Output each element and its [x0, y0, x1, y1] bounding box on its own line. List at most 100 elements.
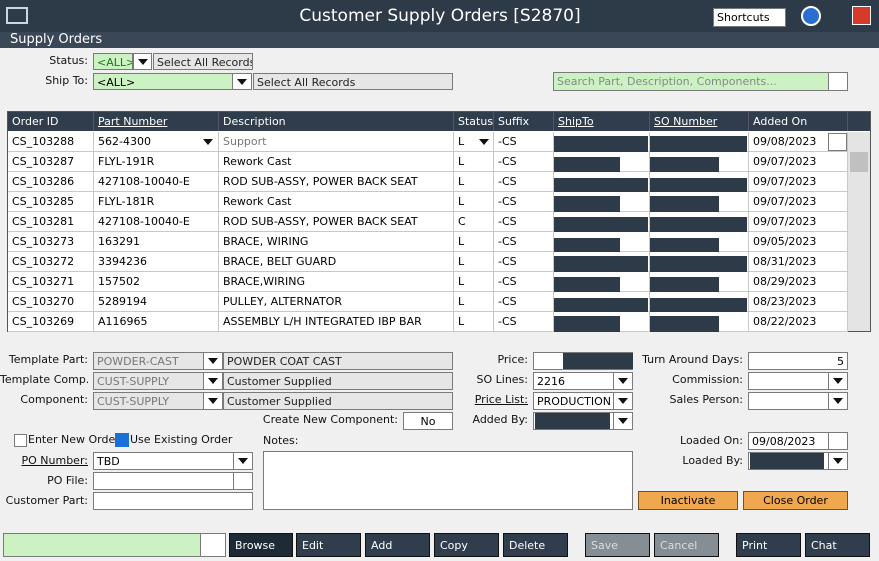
table-cell: L: [454, 152, 494, 172]
ship-to-value[interactable]: <ALL>: [93, 73, 233, 90]
table-cell: -CS: [494, 152, 554, 172]
form-field[interactable]: 5: [748, 352, 848, 370]
form-field[interactable]: 2216: [533, 372, 614, 390]
table-cell: CS_103270: [8, 292, 94, 312]
table-cell: 09/07/2023: [749, 152, 848, 172]
status-select-all[interactable]: Select All Records: [153, 53, 253, 70]
status-value[interactable]: <ALL>: [93, 53, 133, 70]
status-dropdown[interactable]: [474, 133, 493, 151]
table-cell: A116965: [94, 312, 219, 332]
form-field[interactable]: 09/08/2023: [748, 432, 829, 450]
field-arrow[interactable]: [613, 372, 633, 390]
column-header: Part Number: [94, 112, 219, 131]
toolbar-button[interactable]: Save: [585, 533, 650, 557]
toolbar-button[interactable]: Cancel: [654, 533, 719, 557]
redacted: [650, 196, 719, 212]
help-button[interactable]: [801, 6, 821, 26]
ship-to-select-all[interactable]: Select All Records: [253, 73, 453, 90]
field-arrow[interactable]: [613, 412, 633, 430]
redacted: [554, 298, 648, 314]
form-label: Loaded On:: [680, 434, 743, 447]
field-arrow[interactable]: [203, 392, 223, 410]
shortcuts[interactable]: Shortcuts: [713, 8, 786, 27]
notes-field[interactable]: [263, 451, 633, 510]
form-field[interactable]: [748, 392, 829, 410]
status-arrow[interactable]: [133, 53, 152, 70]
field-arrow[interactable]: [613, 392, 633, 410]
table-cell: ROD SUB-ASSY, POWER BACK SEAT: [219, 172, 454, 192]
table-cell: CS_103286: [8, 172, 94, 192]
form-desc[interactable]: POWDER COAT CAST: [223, 352, 453, 370]
section-title: Supply Orders: [10, 32, 103, 47]
table-cell: FLYL-181R: [94, 192, 219, 212]
form-field[interactable]: [93, 492, 253, 510]
calendar-button[interactable]: [828, 133, 847, 151]
field-arrow[interactable]: [828, 392, 848, 410]
table-cell: L: [454, 292, 494, 312]
field-arrow[interactable]: [203, 352, 223, 370]
redacted: [554, 238, 620, 254]
toolbar-button[interactable]: Edit: [296, 533, 361, 557]
scroll-thumb: [850, 152, 868, 172]
form-desc[interactable]: Customer Supplied: [223, 372, 453, 390]
field-arrow[interactable]: [233, 452, 253, 470]
toolbar-button[interactable]: Print: [736, 533, 801, 557]
form-field[interactable]: No: [403, 412, 453, 430]
checkbox-label: Use Existing Order: [130, 433, 233, 446]
redacted: [650, 136, 747, 152]
form-label: Price List:: [474, 393, 528, 406]
inactivate-button[interactable]: Inactivate: [638, 491, 738, 510]
form-field[interactable]: [748, 372, 829, 390]
form-desc[interactable]: Customer Supplied: [223, 392, 453, 410]
table-cell: L: [454, 232, 494, 252]
ship-to-arrow[interactable]: [232, 73, 252, 90]
table-cell: CS_103269: [8, 312, 94, 332]
table-cell: 562-4300: [94, 132, 219, 152]
toolbar-button[interactable]: Browse: [229, 533, 293, 557]
toolbar-button[interactable]: Copy: [434, 533, 499, 557]
part-dropdown[interactable]: [198, 133, 218, 151]
form-field[interactable]: [93, 472, 234, 490]
table-cell: 08/22/2023: [749, 312, 848, 332]
table-cell: CS_103285: [8, 192, 94, 212]
close-order-button[interactable]: Close Order: [743, 491, 848, 510]
bottom-search-icon[interactable]: [200, 533, 226, 557]
form-field[interactable]: CUST-SUPPLY: [93, 372, 204, 390]
table-cell: 157502: [94, 272, 219, 292]
form-field[interactable]: POWDER-CAST: [93, 352, 204, 370]
table-cell: Rework Cast: [219, 152, 454, 172]
bottom-search[interactable]: [3, 533, 201, 557]
form-label: PO File:: [47, 474, 88, 487]
checkbox[interactable]: [14, 434, 27, 447]
table-cell: -CS: [494, 272, 554, 292]
checkbox-checked[interactable]: [115, 433, 129, 447]
form-field[interactable]: TBD: [93, 452, 234, 470]
table-cell: C: [454, 212, 494, 232]
table-cell: L: [454, 252, 494, 272]
search-input[interactable]: Search Part, Description, Components...: [553, 72, 829, 91]
field-arrow[interactable]: [203, 372, 223, 390]
redacted: [554, 277, 620, 293]
calendar-button[interactable]: [828, 432, 848, 450]
attach-button[interactable]: [233, 472, 253, 490]
close-button[interactable]: [852, 6, 871, 25]
form-label: Price:: [497, 353, 528, 366]
search-button[interactable]: [828, 72, 848, 91]
form-field[interactable]: CUST-SUPPLY: [93, 392, 204, 410]
table-cell: 3394236: [94, 252, 219, 272]
toolbar-button[interactable]: Chat: [805, 533, 870, 557]
form-label: Loaded By:: [682, 454, 743, 467]
column-header: Suffix: [494, 112, 554, 131]
field-arrow[interactable]: [828, 372, 848, 390]
form-field[interactable]: PRODUCTION: [533, 392, 614, 410]
table-cell: 163291: [94, 232, 219, 252]
field-arrow[interactable]: [828, 452, 848, 470]
form-label: PO Number:: [21, 454, 89, 467]
redacted: [650, 157, 719, 173]
toolbar-button[interactable]: Delete: [503, 533, 568, 557]
form-label: Added By:: [472, 413, 528, 426]
column-header: Status: [454, 112, 494, 131]
toolbar-button[interactable]: Add: [365, 533, 430, 557]
column-header: Description: [219, 112, 454, 131]
table-cell: 09/07/2023: [749, 192, 848, 212]
